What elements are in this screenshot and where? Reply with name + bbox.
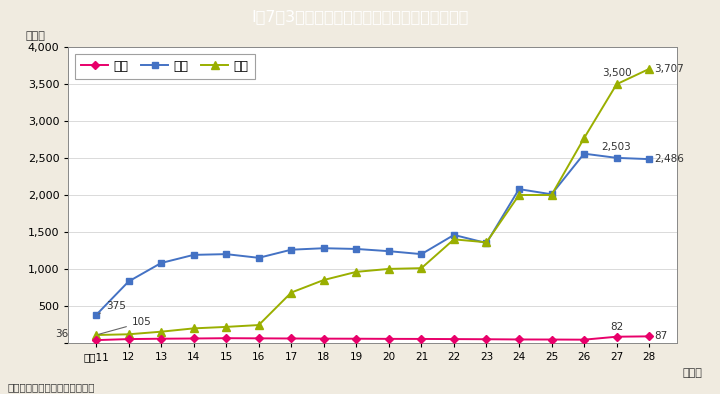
Text: 36: 36 [55, 329, 68, 339]
Text: 2,503: 2,503 [602, 142, 631, 152]
Text: 3,707: 3,707 [654, 64, 684, 74]
Text: 82: 82 [610, 322, 624, 332]
Text: 87: 87 [654, 331, 667, 341]
Text: 105: 105 [99, 318, 152, 334]
Text: （備考）警察庁資料より作成。: （備考）警察庁資料より作成。 [7, 382, 95, 392]
Text: （年）: （年） [683, 368, 703, 378]
Text: 2,486: 2,486 [654, 154, 684, 164]
Text: 375: 375 [99, 301, 126, 314]
Legend: 殺人, 傅害, 暴行: 殺人, 傅害, 暴行 [75, 54, 255, 79]
Text: （件）: （件） [26, 32, 45, 41]
Text: 3,500: 3,500 [602, 67, 631, 78]
Text: I－7－3図　夫から妇への犯罪の検挙件数の推移: I－7－3図 夫から妇への犯罪の検挙件数の推移 [251, 9, 469, 24]
